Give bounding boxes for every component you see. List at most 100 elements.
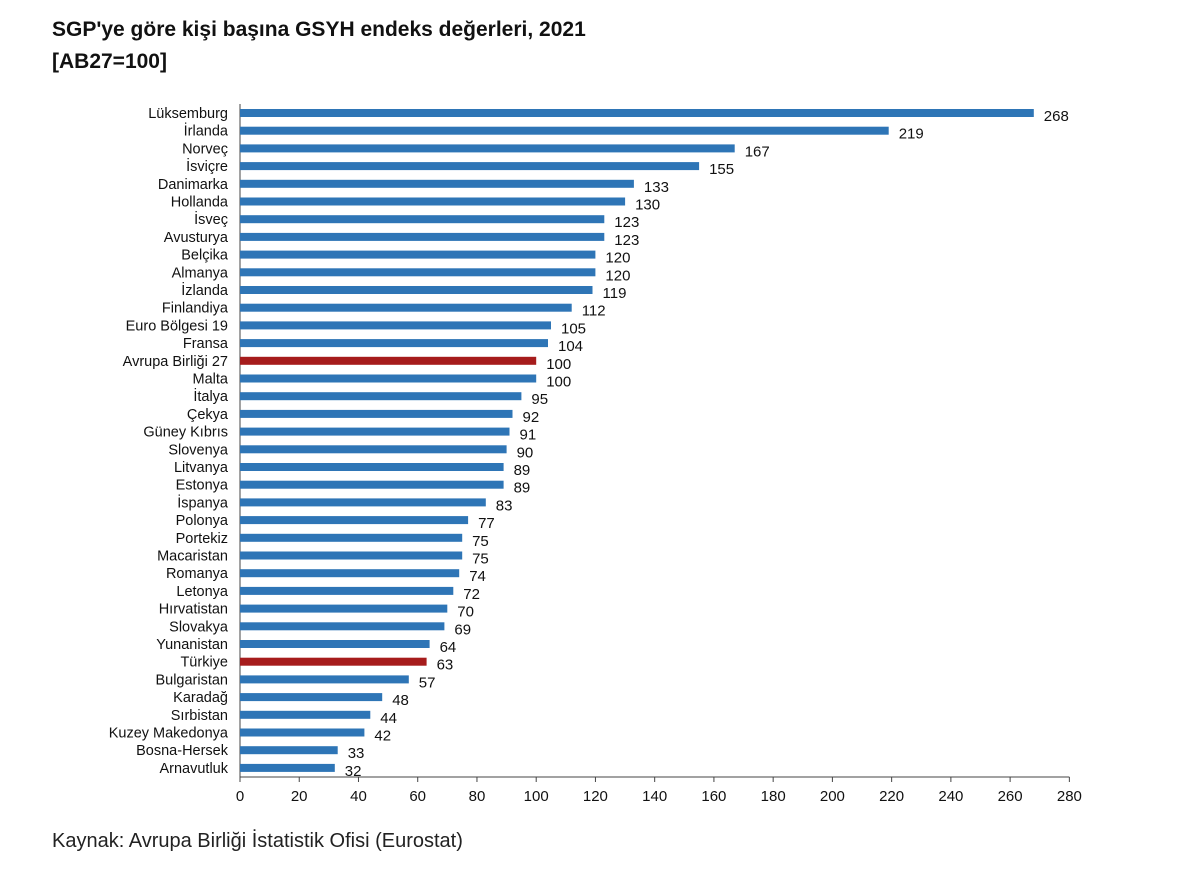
category-label: Arnavutluk [159,761,228,777]
value-label: 89 [514,462,531,479]
bar [240,144,735,153]
category-label: Güney Kıbrıs [143,425,228,441]
value-label: 72 [463,586,480,603]
bar [240,463,504,471]
value-label: 91 [520,427,537,444]
category-label: İsveç [194,210,228,228]
value-label: 63 [437,657,454,674]
value-label: 89 [514,480,531,497]
value-label: 130 [635,197,660,214]
category-label: Kuzey Makedonya [109,726,229,742]
x-tick-label: 160 [701,788,726,805]
bar [240,162,700,171]
bar [240,109,1034,117]
value-label: 74 [469,568,486,585]
category-label: İsviçre [186,157,228,175]
category-label: Fransa [183,336,229,352]
bar [240,622,445,631]
chart-subtitle: [AB27=100] [52,50,167,73]
category-label: Lüksemburg [148,106,228,122]
x-tick-label: 240 [938,788,963,805]
value-label: 100 [546,356,571,373]
bar [240,569,460,578]
category-label: Litvanya [174,460,229,476]
bar [240,409,513,418]
chart-title-block: SGP'ye göre kişi başına GSYH endeks değe… [52,14,586,78]
value-label: 33 [348,745,365,762]
value-label: 155 [709,161,734,178]
bar [240,339,548,348]
bar [240,286,593,294]
category-label: Yunanistan [156,637,228,653]
value-label: 42 [374,728,391,745]
value-label: 75 [472,551,489,568]
value-label: 69 [454,621,471,638]
category-label: Norveç [182,141,228,157]
value-label: 105 [561,320,586,337]
bar [240,445,507,454]
bar [240,640,430,648]
category-label: Sırbistan [171,708,228,724]
value-label: 120 [605,267,630,284]
bar [240,303,572,312]
x-tick-label: 280 [1057,788,1082,805]
value-label: 100 [546,374,571,391]
bar [240,746,338,755]
category-label: İzlanda [181,281,229,299]
x-tick-label: 120 [583,788,608,805]
bar [240,533,463,542]
bar [240,498,486,507]
value-label: 167 [745,143,770,160]
bar [240,693,383,702]
bar [240,586,454,595]
x-tick-label: 0 [236,788,244,805]
value-label: 70 [457,604,474,621]
value-label: 90 [517,444,534,461]
x-tick-label: 60 [409,788,426,805]
bar [240,232,605,241]
bar [240,710,371,719]
category-label: Çekya [187,407,229,423]
x-tick-label: 260 [998,788,1023,805]
x-tick-label: 200 [820,788,845,805]
category-label: Avrupa Birliği 27 [123,354,228,370]
value-label: 92 [523,409,540,426]
bar [240,604,448,613]
value-label: 32 [345,763,362,780]
category-label: Türkiye [180,655,228,671]
category-label: Malta [193,372,229,388]
category-label: İrlanda [184,122,229,140]
value-label: 57 [419,674,436,691]
bar [240,268,596,277]
value-label: 95 [531,391,548,408]
category-label: Finlandiya [162,301,229,317]
value-label: 268 [1044,108,1069,125]
source-note: Kaynak: Avrupa Birliği İstatistik Ofisi … [52,830,463,852]
category-label: Bosna-Hersek [136,743,229,759]
bar [240,480,504,489]
bar [240,179,634,188]
category-label: Karadağ [173,690,228,706]
value-label: 64 [440,639,457,656]
bar [240,551,463,560]
x-tick-label: 220 [879,788,904,805]
bar [240,374,537,383]
value-label: 123 [614,214,639,231]
bar [240,675,409,684]
category-label: Polonya [176,513,229,529]
bar [240,516,469,525]
category-label: Almanya [172,265,229,281]
category-label: Estonya [176,478,229,494]
bar [240,763,335,772]
bar [240,250,596,259]
value-label: 83 [496,497,513,514]
x-tick-label: 40 [350,788,367,805]
bar [240,215,605,224]
value-label: 104 [558,338,583,355]
category-label: Euro Bölgesi 19 [126,318,228,334]
bar [240,321,551,330]
bar [240,126,889,135]
x-tick-label: 180 [761,788,786,805]
category-label: İspanya [177,493,229,511]
